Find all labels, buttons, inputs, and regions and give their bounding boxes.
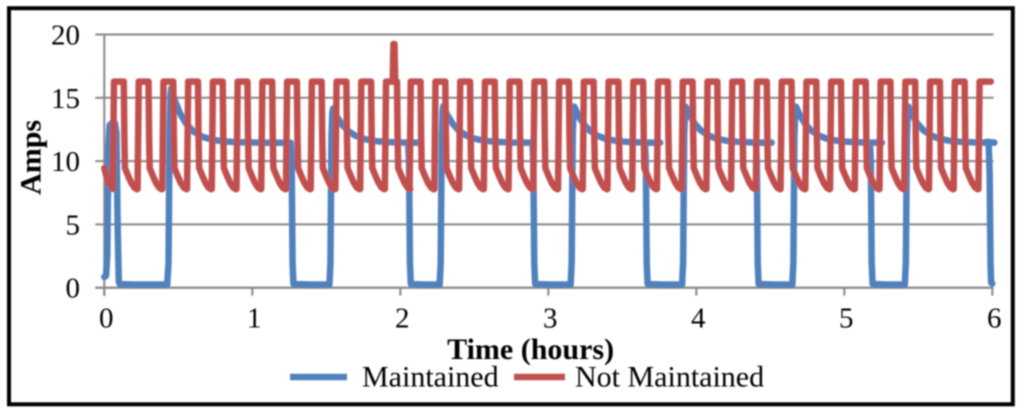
- svg-text:2: 2: [395, 303, 410, 335]
- svg-text:Amps: Amps: [14, 120, 47, 195]
- svg-text:10: 10: [51, 146, 80, 178]
- svg-text:3: 3: [543, 303, 558, 335]
- svg-text:0: 0: [99, 303, 114, 335]
- svg-text:5: 5: [66, 209, 81, 241]
- svg-text:Time (hours): Time (hours): [447, 333, 614, 366]
- svg-text:4: 4: [691, 303, 706, 335]
- svg-text:15: 15: [51, 83, 80, 115]
- svg-text:20: 20: [51, 20, 80, 52]
- svg-text:6: 6: [987, 303, 1002, 335]
- svg-text:0: 0: [66, 273, 81, 305]
- svg-text:5: 5: [839, 303, 854, 335]
- svg-text:Not Maintained: Not Maintained: [575, 361, 764, 394]
- svg-text:Maintained: Maintained: [362, 361, 499, 394]
- svg-text:1: 1: [247, 303, 262, 335]
